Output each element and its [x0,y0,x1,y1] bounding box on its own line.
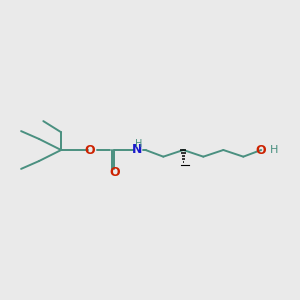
Text: O: O [256,143,266,157]
Text: O: O [85,143,95,157]
Text: H: H [270,145,278,155]
Text: H: H [135,139,142,149]
Text: O: O [109,166,120,179]
Text: N: N [131,143,142,156]
